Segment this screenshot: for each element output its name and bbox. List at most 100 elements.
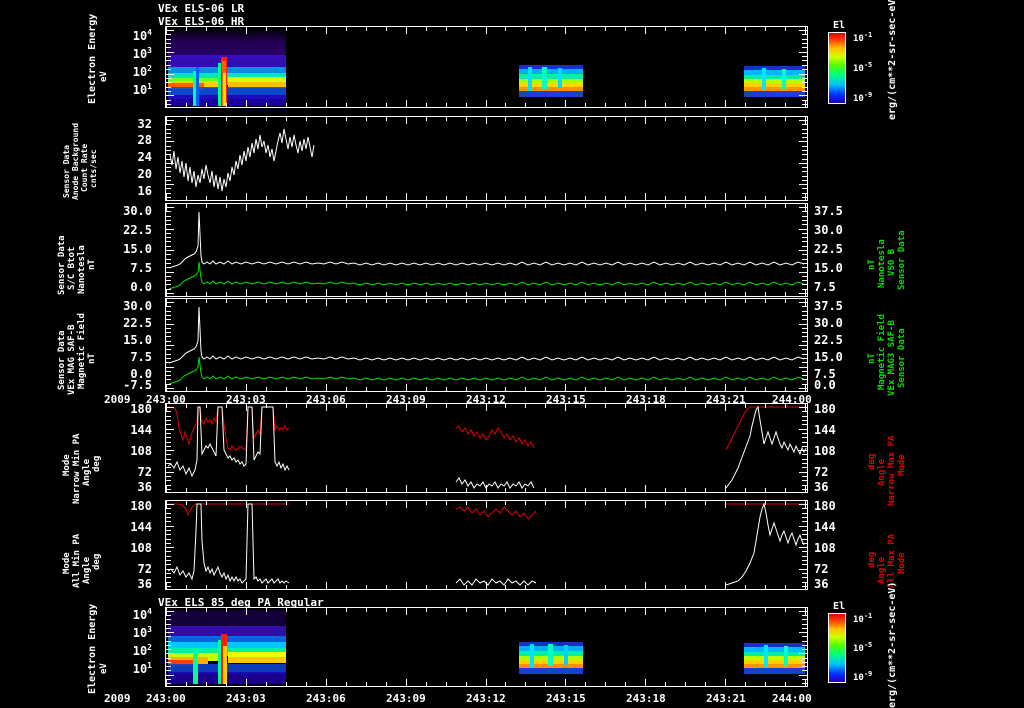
panel2-trace-canvas [169, 128, 315, 192]
panel5-ytick-4: 36 [137, 480, 152, 494]
panel1-spectrogram-canvas [166, 27, 807, 107]
xaxis-bottom-tick-8: 244:00 [772, 692, 812, 705]
panel3-ylabelR-l1: Sensor Data [897, 230, 907, 290]
panel3-ylabelR-l3: Nanotesla [877, 239, 887, 288]
panel3-ylabelR-l2: VSO B [887, 248, 897, 276]
panel6-plot-area[interactable] [165, 500, 808, 590]
panel4-ytick-1: 22.5 [123, 316, 152, 330]
panel1-title-hr: VEx ELS-06 HR [158, 15, 245, 28]
panel2-ytick-0: 32 [137, 117, 152, 131]
panel6-ytickR-0: 180 [814, 499, 836, 513]
panel5-ytick-1: 144 [130, 423, 152, 437]
panel3-ytickR-0: 37.5 [814, 204, 843, 218]
panel4-ytickR-4: 7.5 [814, 367, 836, 381]
panel4-ylabelR-l1: Sensor Data [897, 328, 907, 388]
xaxis-mid-tick-3: 243:09 [386, 393, 426, 406]
panel3-ylabel-l3: Nanotesla [77, 245, 87, 294]
panel5-ytick-0: 180 [130, 402, 152, 416]
xaxis-mid-tick-1: 243:03 [226, 393, 266, 406]
panel6-ytick-2: 108 [130, 541, 152, 555]
panel5-ylabel-l2: Narrow Min PA [72, 433, 82, 504]
panel5-ylabelR-l4: deg [867, 453, 877, 470]
panel4-ylabelR-l3: Magnetic Field [877, 314, 887, 390]
panel7-ytick-3: 103 [132, 625, 152, 640]
colorbar2-tick-2: 10-9 [853, 670, 873, 683]
panel4-trace-canvas [168, 306, 805, 385]
panel1-ytick-1: 101 [132, 82, 152, 97]
panel5-ytickR-2: 108 [814, 444, 836, 458]
panel3-ytickR-3: 15.0 [814, 261, 843, 275]
panel4-ytick-4: 0.0 [130, 367, 152, 381]
panel5-plot-area[interactable] [165, 403, 808, 493]
xaxis-mid-tick-2: 243:06 [306, 393, 346, 406]
panel2-ylabel-l2: Anode Background [71, 122, 80, 200]
colorbar2-tick-1: 10-5 [853, 641, 873, 654]
panel4-ytickR-2: 22.5 [814, 333, 843, 347]
panel3-ylabelR-l4: nT [867, 259, 877, 270]
panel6-ytickR-4: 36 [814, 577, 829, 591]
panel7-plot-area[interactable] [165, 607, 808, 687]
panel4-plot-area[interactable] [165, 298, 808, 392]
panel6-trace-canvas [167, 502, 805, 586]
panel6-ylabelR-l4: deg [867, 551, 877, 568]
panel5-ytickR-3: 72 [814, 465, 829, 479]
panel3-ytick-2: 15.0 [123, 242, 152, 256]
panel6-ytick-1: 144 [130, 520, 152, 534]
colorbar2 [828, 613, 846, 683]
panel4-ylabel-l1: Sensor Data [57, 330, 67, 390]
panel6-ylabel-l1: Mode [62, 552, 72, 574]
xaxis-bottom-tick-1: 243:03 [226, 692, 266, 705]
colorbar2-tick-0: 10-1 [853, 612, 873, 625]
panel5-ylabelR-l1: Mode [897, 454, 907, 476]
panel4-ylabel-l3: Magnetic Field [77, 313, 87, 389]
panel2-ytick-2: 24 [137, 150, 152, 164]
xaxis-mid-tick-8: 244:00 [772, 393, 812, 406]
panel6-ylabel-l3: Angle [82, 556, 92, 584]
panel1-plot-area[interactable] [165, 26, 808, 108]
panel6-ytickR-2: 108 [814, 541, 836, 555]
panel3-trace-canvas [168, 211, 805, 290]
panel4-ylabelR-l2: VEx MAG3 SAF-B [887, 320, 897, 396]
panel3-ylabel-l1: Sensor Data [57, 235, 67, 295]
panel3-ytickR-4: 7.5 [814, 280, 836, 294]
panel2-ytick-3: 20 [137, 167, 152, 181]
panel6-ylabelR-l1: Mode [897, 552, 907, 574]
panel5-ytick-2: 108 [130, 444, 152, 458]
panel5-ylabel-l3: Angle [82, 458, 92, 486]
panel4-ytickR-3: 15.0 [814, 350, 843, 364]
colorbar1-tick-0: 10-1 [853, 31, 873, 44]
panel2-ylabel-l3: Count Rate [80, 143, 89, 192]
panel5-ytickR-4: 36 [814, 480, 829, 494]
panel5-trace-canvas [167, 405, 807, 489]
panel3-plot-area[interactable] [165, 203, 808, 297]
panel3-ytick-4: 0.0 [130, 280, 152, 294]
panel7-ytick-4: 104 [132, 607, 152, 622]
panel1-ytick-4: 104 [132, 28, 152, 43]
colorbar1-tick-2: 10-9 [853, 91, 873, 104]
panel1-title-lr: VEx ELS-06 LR [158, 2, 245, 15]
panel3-ytick-3: 7.5 [130, 261, 152, 275]
xaxis-mid-tick-0: 243:00 [146, 393, 186, 406]
xaxis-bottom-tick-7: 243:21 [706, 692, 746, 705]
panel6-ytickR-1: 144 [814, 520, 836, 534]
panel6-ytick-3: 72 [137, 562, 152, 576]
panel6-ylabelR-l2: All Max PA [887, 533, 897, 588]
xaxis-bottom-tick-6: 243:18 [626, 692, 666, 705]
panel6-ytick-0: 180 [130, 499, 152, 513]
xaxis-bottom-tick-5: 243:15 [546, 692, 586, 705]
xaxis-bottom-tick-4: 243:12 [466, 692, 506, 705]
colorbar1-unit: erg/(cm**2-sr-sec-eV) [887, 0, 898, 120]
panel4-ytick-3: 7.5 [130, 350, 152, 364]
xaxis-mid-year: 2009 [104, 393, 131, 406]
panel1-ylabel: Electron Energy [87, 13, 98, 104]
xaxis-bottom-year: 2009 [104, 692, 131, 705]
panel4-ylabelR-l4: nT [867, 353, 877, 364]
panel5-ylabelR-l2: Narrow Max PA [887, 435, 897, 506]
panel5-ytickR-1: 144 [814, 423, 836, 437]
xaxis-mid-tick-6: 243:18 [626, 393, 666, 406]
panel5-ylabelR-l3: Angle [877, 458, 887, 486]
panel7-ylabel: Electron Energy [87, 603, 98, 694]
panel7-ytick-1: 101 [132, 661, 152, 676]
panel2-plot-area[interactable] [165, 116, 808, 201]
panel2-ylabel-l4: cnts/sec [89, 149, 98, 188]
